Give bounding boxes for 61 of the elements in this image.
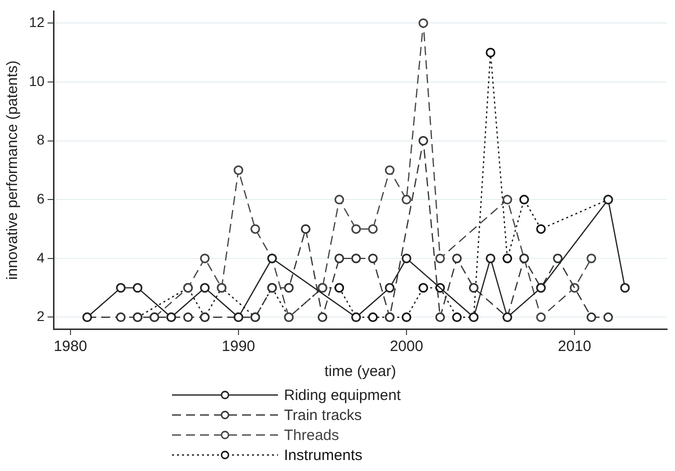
point [300,224,310,234]
point [183,312,193,322]
point [603,312,613,322]
point [368,312,378,322]
point [502,254,512,264]
point [620,283,630,293]
point [368,254,378,264]
y-tick-label: 4 [36,249,45,266]
point [586,254,596,264]
point [200,254,210,264]
point [418,18,428,28]
point [334,194,344,204]
y-tick-label: 6 [36,190,45,206]
point [486,48,496,58]
point [334,254,344,264]
point [435,254,445,264]
text: Instruments [284,446,362,464]
point [234,165,244,175]
point [384,165,394,175]
point [570,283,580,293]
point [116,312,126,322]
point [536,312,546,322]
point [200,283,210,293]
point [435,312,445,322]
text: Train tracks [284,406,362,424]
y-tick-label: 10 [28,72,45,89]
point [519,194,529,204]
point [368,224,378,234]
point [351,254,361,264]
point [284,283,294,293]
point [468,283,479,293]
point [351,224,361,234]
point [452,312,462,322]
x-tick-label: 2000 [390,338,424,356]
point [318,312,328,322]
point [132,283,142,293]
y-axis-title: innovative performance (patents) [4,60,22,280]
x-axis-title: time (year) [324,363,396,380]
point [334,283,344,293]
y-tick-label: 8 [36,132,45,148]
text: Riding equipment [284,386,401,404]
point [402,254,412,264]
y-tick-label: 2 [36,308,45,324]
point [116,283,126,293]
point [402,194,412,204]
point [402,312,412,322]
point [418,136,428,146]
text: Threads [284,426,340,444]
x-tick-label: 1980 [54,338,88,356]
point [552,254,563,264]
point [586,312,596,322]
y-tick-label: 12 [28,14,45,30]
x-tick-label: 2010 [558,338,592,356]
point [452,254,462,264]
point [384,283,394,293]
point [486,254,496,264]
point [250,224,260,234]
point [502,194,512,204]
x-tick-label: 1990 [222,338,256,356]
point [536,224,546,234]
point [418,283,428,293]
